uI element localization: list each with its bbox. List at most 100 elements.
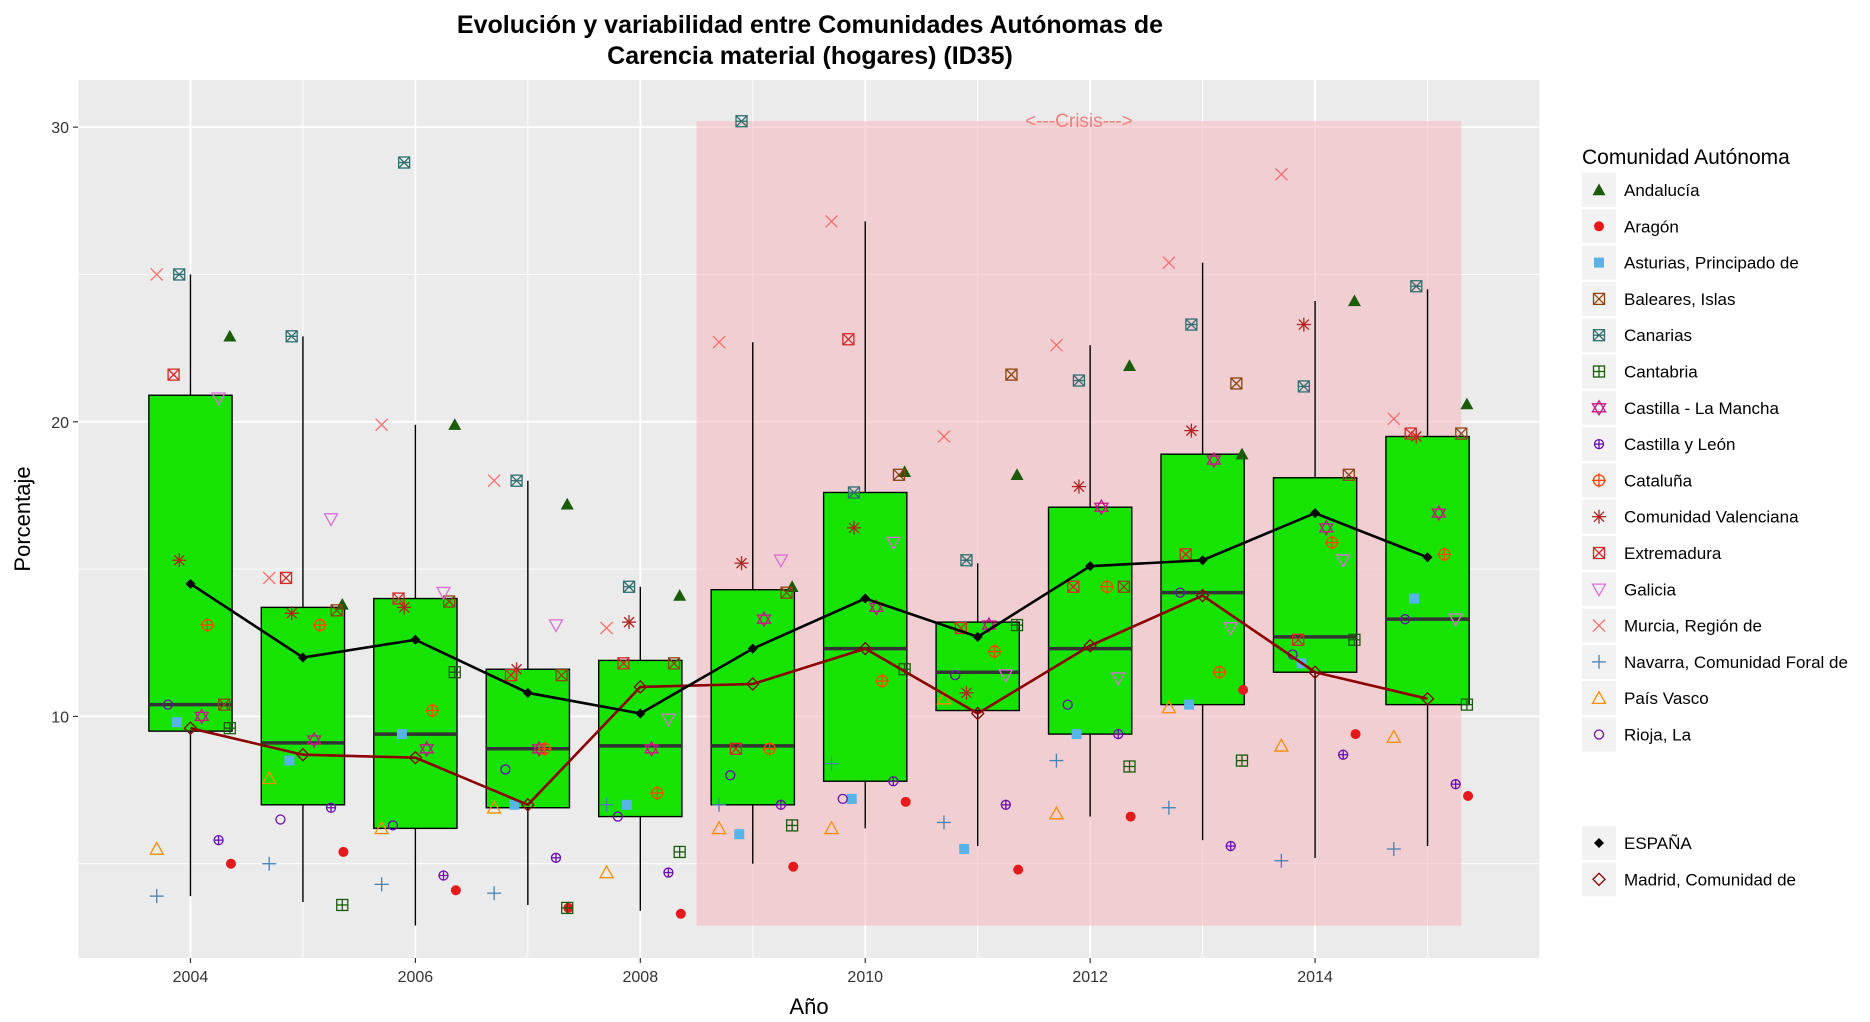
point	[1431, 504, 1447, 522]
point	[747, 643, 758, 654]
point	[1113, 728, 1124, 740]
point	[275, 814, 286, 825]
point	[149, 889, 164, 904]
point	[612, 811, 623, 822]
point	[673, 845, 686, 859]
legend-item-rioja-la: Rioja, La	[1582, 717, 1692, 752]
legend-label: Murcia, Región de	[1624, 617, 1762, 636]
point	[643, 740, 660, 758]
point	[970, 706, 985, 721]
point	[312, 618, 327, 633]
point	[150, 267, 164, 281]
point	[173, 268, 186, 281]
summary-lines	[183, 508, 1435, 812]
point	[1399, 614, 1411, 625]
box	[373, 597, 458, 830]
point	[959, 843, 970, 854]
legend-label: Comunidad Valenciana	[1624, 508, 1799, 527]
point	[285, 330, 298, 343]
x-axis: 2004 2006 2008 2010 2012 2014	[173, 958, 1333, 986]
legend-label: Rioja, La	[1624, 726, 1692, 745]
point	[987, 644, 1002, 659]
point	[162, 699, 174, 710]
legend-label: Andalucía	[1624, 181, 1700, 200]
legend-marker	[1591, 690, 1607, 705]
legend-key	[1582, 862, 1616, 897]
point	[735, 115, 748, 128]
legend-marker	[1592, 619, 1606, 633]
point	[663, 867, 674, 878]
legend-item-canarias: Canarias	[1582, 318, 1692, 353]
point	[487, 886, 502, 901]
point	[1448, 613, 1464, 628]
point	[1195, 588, 1210, 603]
point	[374, 877, 389, 892]
point	[860, 593, 871, 604]
point	[885, 536, 901, 551]
point	[284, 755, 295, 766]
point	[522, 687, 533, 698]
point	[374, 820, 390, 835]
legend-item-cataluna: Cataluña	[1582, 463, 1693, 498]
point	[900, 796, 911, 807]
legend-label: Castilla - La Mancha	[1624, 399, 1780, 418]
legend-item-andalucia: Andalucía	[1582, 173, 1700, 207]
point	[1048, 805, 1065, 820]
chart-title-line-2: Carencia material (hogares) (ID35)	[607, 42, 1013, 70]
point	[167, 368, 180, 381]
point	[1455, 427, 1468, 440]
series-pais-vasco	[149, 690, 1402, 879]
point	[622, 580, 636, 593]
point	[1238, 684, 1249, 695]
legend-marker	[1593, 438, 1605, 450]
series-canarias	[173, 115, 1423, 593]
point	[675, 908, 686, 919]
point	[1212, 665, 1227, 680]
point	[486, 799, 502, 814]
point	[561, 901, 574, 915]
point	[1005, 368, 1018, 381]
legend-item-baleares-islas: Baleares, Islas	[1582, 281, 1736, 316]
legend-label: ESPAÑA	[1624, 834, 1692, 853]
x-tick-label: 2014	[1297, 969, 1333, 986]
legend-marker	[1592, 654, 1606, 669]
point	[375, 418, 389, 432]
y-axis: 10 20 30	[51, 120, 78, 726]
point	[1100, 579, 1115, 594]
point	[1460, 397, 1474, 410]
point	[1117, 580, 1131, 593]
series-castilla-y-leon	[213, 728, 1461, 881]
point	[1162, 256, 1176, 270]
x-axis-title: Año	[789, 994, 828, 1019]
point	[1437, 547, 1452, 562]
point	[172, 553, 187, 568]
line-madrid-comunidad-de	[183, 588, 1435, 812]
point	[438, 870, 449, 881]
point	[823, 820, 840, 835]
series-rioja-la	[162, 587, 1411, 831]
point	[1235, 754, 1249, 767]
point	[972, 631, 983, 642]
point	[712, 797, 727, 812]
point	[330, 604, 343, 617]
box	[710, 589, 796, 806]
point	[773, 554, 789, 569]
point	[223, 329, 237, 342]
x-tick-label: 2010	[847, 969, 883, 986]
point	[223, 722, 236, 735]
crisis-label: <---Crisis--->	[1025, 111, 1133, 132]
point	[284, 606, 299, 621]
point	[762, 741, 777, 756]
point	[1085, 561, 1096, 572]
point	[667, 657, 681, 670]
point	[1049, 338, 1063, 352]
point	[785, 819, 799, 832]
point	[959, 685, 974, 700]
legend-marker	[1592, 292, 1606, 306]
point	[1310, 508, 1321, 519]
legend-item-castilla-la-mancha: Castilla - La Mancha	[1582, 390, 1780, 425]
series-andalucia	[223, 294, 1474, 610]
series-cantabria	[223, 618, 1474, 915]
point	[296, 747, 310, 762]
